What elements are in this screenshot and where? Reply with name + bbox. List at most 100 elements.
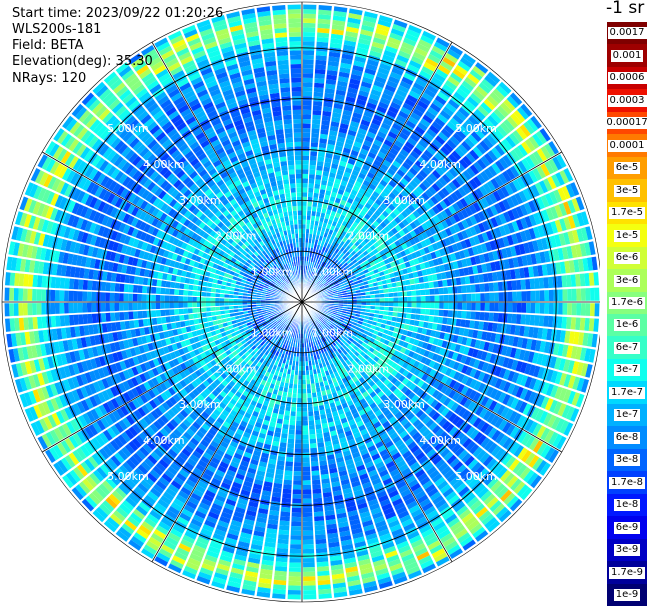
ppi-cell	[329, 555, 342, 562]
ppi-cell	[367, 498, 379, 507]
ppi-cell	[501, 345, 508, 356]
ppi-cell	[298, 370, 302, 376]
ppi-cell	[447, 517, 460, 528]
ppi-cell	[219, 298, 225, 302]
ppi-cell	[36, 289, 42, 301]
ppi-cell	[359, 336, 366, 342]
ppi-cell	[330, 336, 336, 341]
ppi-cell	[496, 404, 506, 416]
ppi-cell	[332, 328, 338, 333]
ppi-cell	[374, 326, 381, 332]
ppi-cell	[420, 302, 426, 308]
ppi-cell	[502, 421, 512, 434]
ppi-cell	[424, 505, 436, 516]
ppi-cell	[351, 324, 357, 329]
ppi-cell	[329, 383, 335, 389]
ppi-cell	[328, 463, 337, 470]
ppi-cell	[566, 317, 572, 330]
ppi-cell	[278, 451, 286, 457]
ppi-cell	[309, 365, 313, 371]
ppi-cell	[500, 469, 512, 482]
ppi-cell	[498, 509, 512, 523]
ppi-cell	[437, 480, 449, 491]
ppi-cell	[335, 375, 342, 382]
ppi-cell	[371, 321, 378, 326]
ppi-cell	[344, 561, 358, 569]
ppi-cell	[532, 440, 544, 454]
ppi-cell	[371, 453, 381, 461]
ppi-cell	[313, 497, 323, 503]
ppi-cell	[400, 347, 407, 354]
ppi-cell	[414, 469, 426, 479]
ppi-cell	[354, 363, 360, 370]
ppi-cell	[283, 479, 292, 485]
ppi-cell	[364, 384, 371, 391]
ppi-cell	[460, 319, 466, 328]
ppi-cell	[368, 316, 374, 321]
ppi-cell	[302, 512, 313, 518]
ppi-cell	[388, 393, 396, 401]
ppi-cell	[156, 317, 162, 325]
ppi-cell	[544, 429, 555, 443]
ppi-cell	[319, 460, 328, 466]
ppi-cell	[397, 352, 404, 359]
ppi-cell	[425, 329, 432, 336]
ppi-cell	[402, 341, 409, 349]
ppi-cell	[302, 471, 311, 476]
ppi-cell	[409, 366, 417, 374]
ppi-cell	[357, 394, 364, 401]
ppi-cell	[575, 346, 583, 360]
ppi-cell	[459, 396, 469, 406]
ppi-cell	[338, 318, 344, 323]
ppi-cell	[292, 489, 302, 495]
ppi-cell	[401, 385, 409, 394]
ppi-cell	[467, 519, 480, 531]
ppi-cell	[388, 416, 397, 424]
ppi-cell	[412, 406, 421, 415]
ppi-cell	[485, 332, 492, 342]
ppi-cell	[459, 435, 469, 446]
ppi-cell	[281, 497, 291, 503]
ppi-cell	[409, 403, 418, 412]
ppi-cell	[390, 567, 405, 576]
ppi-cell	[424, 483, 436, 494]
ppi-cell	[535, 302, 540, 314]
ppi-cell	[410, 539, 424, 549]
ppi-cell	[444, 540, 459, 552]
ppi-cell	[369, 337, 376, 343]
ppi-cell	[546, 369, 554, 382]
ppi-cell	[559, 330, 566, 343]
ppi-cell	[389, 348, 396, 355]
ppi-cell	[448, 360, 456, 369]
ppi-cell	[449, 548, 463, 559]
ppi-cell	[302, 361, 306, 367]
ppi-cell	[215, 302, 220, 307]
ppi-cell	[419, 348, 426, 356]
ppi-cell	[455, 528, 468, 540]
ppi-cell	[367, 445, 377, 453]
ppi-cell	[335, 385, 341, 392]
ppi-cell	[366, 494, 377, 502]
ppi-cell	[105, 312, 111, 322]
ppi-cell	[443, 451, 454, 462]
ppi-cell	[468, 389, 477, 400]
ppi-cell	[282, 424, 289, 430]
ppi-cell	[293, 379, 298, 385]
ppi-cell	[469, 429, 480, 440]
ppi-cell	[563, 374, 572, 388]
ppi-cell	[105, 292, 110, 302]
ppi-cell	[317, 311, 322, 315]
ppi-cell	[302, 530, 314, 536]
ppi-cell	[407, 457, 417, 467]
ppi-cell	[529, 437, 540, 451]
ppi-cell	[461, 365, 469, 374]
ppi-cell	[469, 414, 479, 426]
ppi-cell	[398, 367, 406, 375]
ppi-cell	[340, 398, 347, 405]
ppi-cell	[310, 456, 319, 462]
ppi-cell	[541, 328, 548, 340]
ppi-cell	[479, 312, 485, 321]
ppi-cell	[341, 402, 349, 409]
ppi-cell	[343, 557, 357, 564]
ppi-cell	[378, 494, 389, 503]
